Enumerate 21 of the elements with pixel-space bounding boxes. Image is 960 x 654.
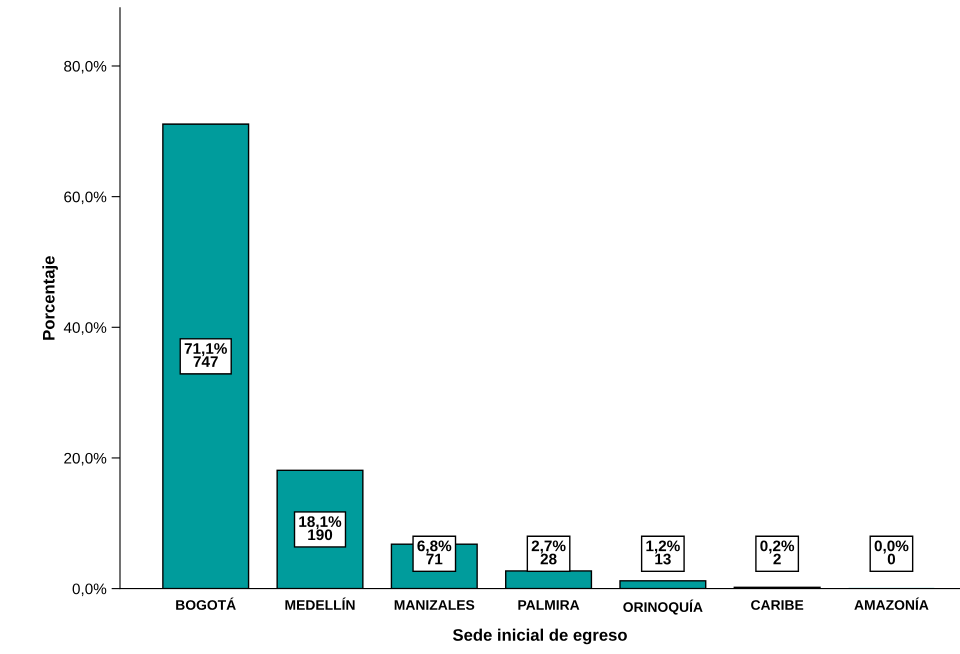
y-tick-label: 20,0%: [64, 452, 106, 466]
data-label: 18,1% 190: [299, 516, 342, 540]
y-tick-label: 60,0%: [64, 192, 106, 204]
y-tick-label: 80,0%: [64, 60, 106, 74]
x-tick-label: AMAZONÍA: [854, 597, 928, 610]
y-axis-title: Porcentaje: [42, 256, 58, 340]
x-tick-label: BOGOTÁ: [176, 597, 236, 610]
y-tick-label: 0,0%: [72, 583, 106, 596]
data-label: 0,2% 2: [760, 540, 794, 564]
x-tick-label: ORINOQUÍA: [623, 600, 703, 615]
x-tick-label: CARIBE: [751, 600, 804, 610]
data-label: 1,2% 13: [646, 540, 680, 564]
x-tick-label: MEDELLÍN: [285, 597, 355, 610]
data-label: 2,7% 28: [532, 540, 566, 564]
y-tick-label: 40,0%: [64, 322, 106, 335]
data-label: 0,0% 0: [874, 540, 908, 564]
x-tick-label: MANIZALES: [394, 600, 474, 610]
x-tick-label: PALMIRA: [518, 600, 580, 610]
x-axis-title: Sede inicial de egreso: [452, 628, 627, 644]
data-label: 6,8% 71: [417, 540, 452, 564]
data-label: 71,1% 747: [184, 343, 227, 367]
